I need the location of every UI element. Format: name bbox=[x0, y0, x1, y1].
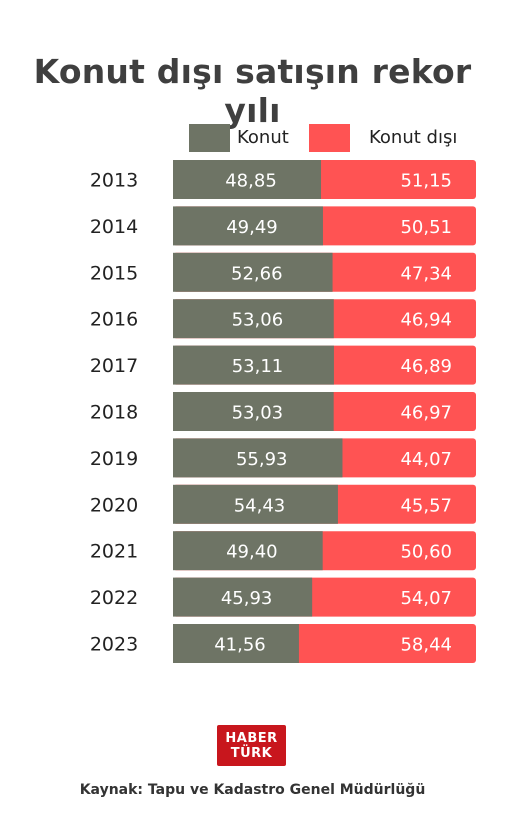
value-label-konut-disi: 51,15 bbox=[400, 171, 452, 192]
value-label-konut: 49,49 bbox=[226, 217, 278, 238]
year-label: 2014 bbox=[90, 216, 138, 238]
legend-swatch-konut bbox=[189, 124, 230, 152]
bar-konut bbox=[173, 531, 323, 571]
year-label: 2019 bbox=[90, 448, 138, 470]
bar-konut bbox=[173, 160, 322, 199]
year-label: 2020 bbox=[90, 494, 138, 516]
year-label: 2016 bbox=[90, 309, 138, 331]
haberturk-logo: HABER TÜRK bbox=[217, 725, 286, 766]
value-label-konut-disi: 58,44 bbox=[400, 635, 452, 656]
legend-label-konut-disi: Konut dışı bbox=[369, 127, 458, 148]
bar-konut bbox=[173, 392, 334, 431]
value-label-konut: 48,85 bbox=[225, 171, 277, 192]
value-label-konut: 52,66 bbox=[231, 263, 283, 284]
value-label-konut: 41,56 bbox=[214, 635, 266, 656]
value-label-konut: 53,03 bbox=[232, 403, 284, 424]
value-label-konut-disi: 46,97 bbox=[400, 403, 452, 424]
source-note: Kaynak: Tapu ve Kadastro Genel Müdürlüğü bbox=[79, 782, 426, 798]
value-label-konut: 53,06 bbox=[232, 310, 284, 331]
year-label: 2021 bbox=[90, 541, 138, 563]
bar-konut bbox=[173, 577, 313, 617]
year-label: 2023 bbox=[90, 634, 138, 656]
value-label-konut: 53,11 bbox=[232, 356, 284, 377]
bar-konut bbox=[173, 484, 338, 524]
bar-konut bbox=[173, 345, 334, 385]
bar-konut bbox=[173, 438, 343, 478]
logo-line-1: HABER bbox=[225, 731, 278, 746]
value-label-konut-disi: 46,89 bbox=[400, 356, 452, 377]
value-label-konut-disi: 47,34 bbox=[400, 263, 452, 284]
value-label-konut: 54,43 bbox=[234, 495, 286, 516]
chart-title: Konut dışı satışın rekor yılı bbox=[33, 52, 472, 130]
bar-konut bbox=[173, 624, 299, 663]
value-label-konut: 45,93 bbox=[221, 588, 273, 609]
value-label-konut-disi: 46,94 bbox=[400, 310, 452, 331]
value-label-konut-disi: 45,57 bbox=[400, 495, 452, 516]
value-label-konut: 55,93 bbox=[236, 449, 288, 470]
bar-konut bbox=[173, 206, 323, 246]
year-label: 2022 bbox=[90, 587, 138, 609]
legend: Konut Konut dışı bbox=[0, 124, 505, 154]
year-label: 2015 bbox=[90, 262, 138, 284]
bar-konut bbox=[173, 252, 333, 292]
year-label: 2018 bbox=[90, 402, 138, 424]
year-label: 2013 bbox=[90, 170, 138, 192]
value-label-konut-disi: 50,51 bbox=[400, 217, 452, 238]
value-label-konut-disi: 44,07 bbox=[400, 449, 452, 470]
legend-label-konut: Konut bbox=[237, 127, 289, 148]
value-label-konut: 49,40 bbox=[226, 542, 278, 563]
value-label-konut-disi: 50,60 bbox=[400, 542, 452, 563]
legend-swatch-konut-disi bbox=[309, 124, 350, 152]
year-label: 2017 bbox=[90, 355, 138, 377]
logo-line-2: TÜRK bbox=[230, 746, 273, 761]
bar-konut bbox=[173, 299, 334, 339]
stacked-bar-chart: 2013 48,85 51,15 2014 49,49 50,51 2015 52,66 47,… bbox=[90, 160, 476, 663]
value-label-konut-disi: 54,07 bbox=[400, 588, 452, 609]
